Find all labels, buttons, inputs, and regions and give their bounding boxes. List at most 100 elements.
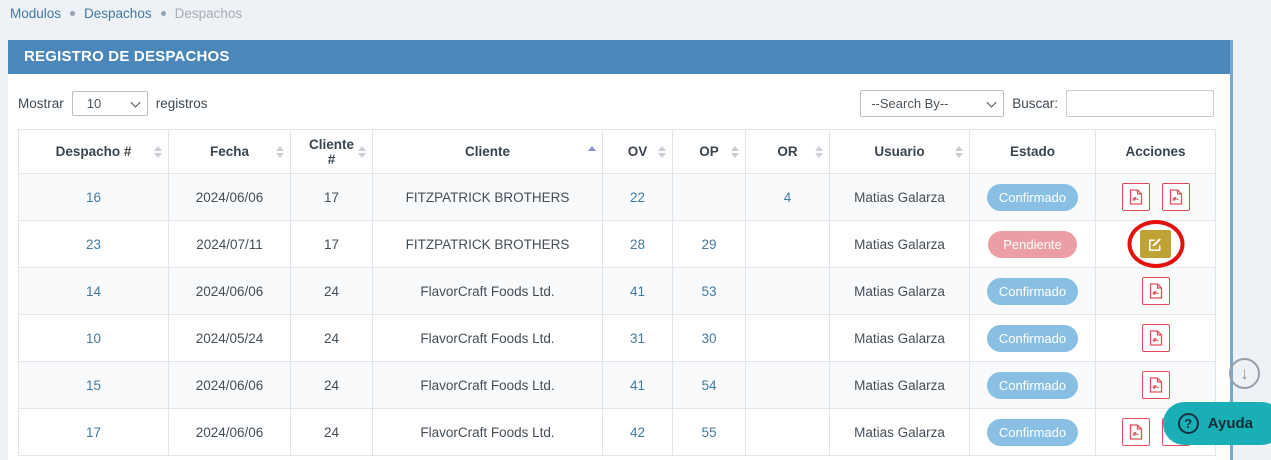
sort-icon [154,145,162,158]
ov-link[interactable]: 41 [602,267,673,315]
show-entries-label: Mostrar [18,96,64,111]
op-link[interactable]: 54 [672,361,746,409]
help-button[interactable]: ? Ayuda [1162,402,1271,445]
fecha-cell: 2024/06/06 [168,408,291,456]
table-row: 14 2024/06/06 24 FlavorCraft Foods Ltd. 41 53… [18,267,1216,315]
pdf-download-button[interactable] [1141,324,1170,352]
ov-link[interactable]: 28 [602,220,673,268]
table-row: 17 2024/06/06 24 FlavorCraft Foods Ltd. 42 55… [18,408,1216,456]
despacho-link[interactable]: 14 [18,267,169,315]
status-badge: Confirmado [986,371,1079,399]
or-link [745,408,830,456]
sort-icon [731,145,739,158]
or-link [745,361,830,409]
pdf-download-button[interactable] [1141,371,1170,399]
column-header-ov[interactable]: OV [602,129,673,174]
page-length-select[interactable]: 10 [71,91,148,116]
pdf-download-button[interactable] [1121,183,1150,211]
fecha-cell: 2024/06/06 [168,267,291,315]
edit-button[interactable] [1140,230,1171,258]
column-header-label: Cliente [464,144,510,159]
breadcrumb-item-modulos[interactable]: Modulos [10,6,62,21]
despachos-panel: REGISTRO DE DESPACHOS Mostrar 10 registr… [8,40,1233,460]
scroll-down-button[interactable]: ↓ [1229,358,1260,389]
or-link[interactable]: 4 [745,173,830,221]
pdf-download-button[interactable] [1141,277,1170,305]
search-by-select[interactable]: --Search By-- [860,90,1005,117]
despacho-link[interactable]: 15 [18,361,169,409]
breadcrumb: Modulos Despachos Despachos [0,0,1271,21]
table-controls: Mostrar 10 registros --Search By-- Busca… [8,74,1230,129]
ov-link[interactable]: 22 [602,173,673,221]
status-badge: Pendiente [988,230,1077,258]
estado-cell: Confirmado [969,361,1096,409]
ov-link[interactable]: 31 [602,314,673,362]
table-row: 10 2024/05/24 24 FlavorCraft Foods Ltd. 31 30… [18,314,1216,362]
cliente-number-cell: 24 [290,314,373,362]
pdf-file-icon [1149,377,1162,393]
op-link [672,173,746,221]
despacho-link[interactable]: 16 [18,173,169,221]
despachos-table: Despacho # Fecha Cliente # Cliente OV OP OR Usu… [18,129,1216,456]
ov-link[interactable]: 42 [602,408,673,456]
column-header-op[interactable]: OP [672,129,746,174]
pdf-download-button[interactable] [1161,183,1190,211]
cliente-name-cell: FITZPATRICK BROTHERS [372,220,603,268]
column-header-label: Acciones [1125,144,1186,159]
or-link [745,267,830,315]
estado-cell: Confirmado [969,267,1096,315]
cliente-name-cell: FITZPATRICK BROTHERS [372,173,603,221]
breadcrumb-item-despachos[interactable]: Despachos [84,6,152,21]
sort-icon [815,145,823,158]
cliente-number-cell: 24 [290,361,373,409]
column-header-label: OV [627,144,648,159]
table-row: 16 2024/06/06 17 FITZPATRICK BROTHERS 22 4 Mat… [18,173,1216,221]
help-button-label: Ayuda [1207,415,1253,432]
column-header-cliente[interactable]: Cliente [372,129,603,174]
column-header-despacho[interactable]: Despacho # [18,129,169,174]
fecha-cell: 2024/06/06 [168,173,291,221]
breadcrumb-separator-icon [160,11,166,16]
search-label: Buscar: [1012,96,1058,111]
ov-link[interactable]: 41 [602,361,673,409]
cliente-name-cell: FlavorCraft Foods Ltd. [372,267,603,315]
column-header-label: Cliente # [308,136,354,167]
column-header-usuario[interactable]: Usuario [829,129,970,174]
usuario-cell: Matias Galarza [829,267,970,315]
fecha-cell: 2024/06/06 [168,361,291,409]
usuario-cell: Matias Galarza [829,361,970,409]
acciones-cell [1095,314,1216,362]
cliente-number-cell: 24 [290,267,373,315]
op-link[interactable]: 55 [672,408,746,456]
despacho-link[interactable]: 17 [18,408,169,456]
pdf-file-icon [1149,330,1162,346]
usuario-cell: Matias Galarza [829,220,970,268]
column-header-acciones: Acciones [1095,129,1216,174]
pdf-file-icon [1149,283,1162,299]
usuario-cell: Matias Galarza [829,173,970,221]
op-link[interactable]: 29 [672,220,746,268]
estado-cell: Confirmado [969,173,1096,221]
search-input[interactable] [1066,90,1214,117]
despacho-link[interactable]: 23 [18,220,169,268]
table-header-row: Despacho # Fecha Cliente # Cliente OV OP OR Usu… [18,129,1216,174]
column-header-or[interactable]: OR [745,129,830,174]
column-header-cliente[interactable]: Cliente # [290,129,373,174]
table-row: 23 2024/07/11 17 FITZPATRICK BROTHERS 28 29 Ma… [18,220,1216,268]
column-header-fecha[interactable]: Fecha [168,129,291,174]
despacho-link[interactable]: 10 [18,314,169,362]
edit-icon [1149,238,1161,251]
op-link[interactable]: 53 [672,267,746,315]
fecha-cell: 2024/07/11 [168,220,291,268]
status-badge: Confirmado [986,183,1079,211]
column-header-label: Estado [1009,144,1055,159]
estado-cell: Pendiente [969,220,1096,268]
question-mark-icon: ? [1177,413,1199,434]
or-link [745,314,830,362]
cliente-number-cell: 24 [290,408,373,456]
cliente-name-cell: FlavorCraft Foods Ltd. [372,408,603,456]
cliente-name-cell: FlavorCraft Foods Ltd. [372,361,603,409]
op-link[interactable]: 30 [672,314,746,362]
cliente-number-cell: 17 [290,173,373,221]
pdf-download-button[interactable] [1121,418,1150,446]
